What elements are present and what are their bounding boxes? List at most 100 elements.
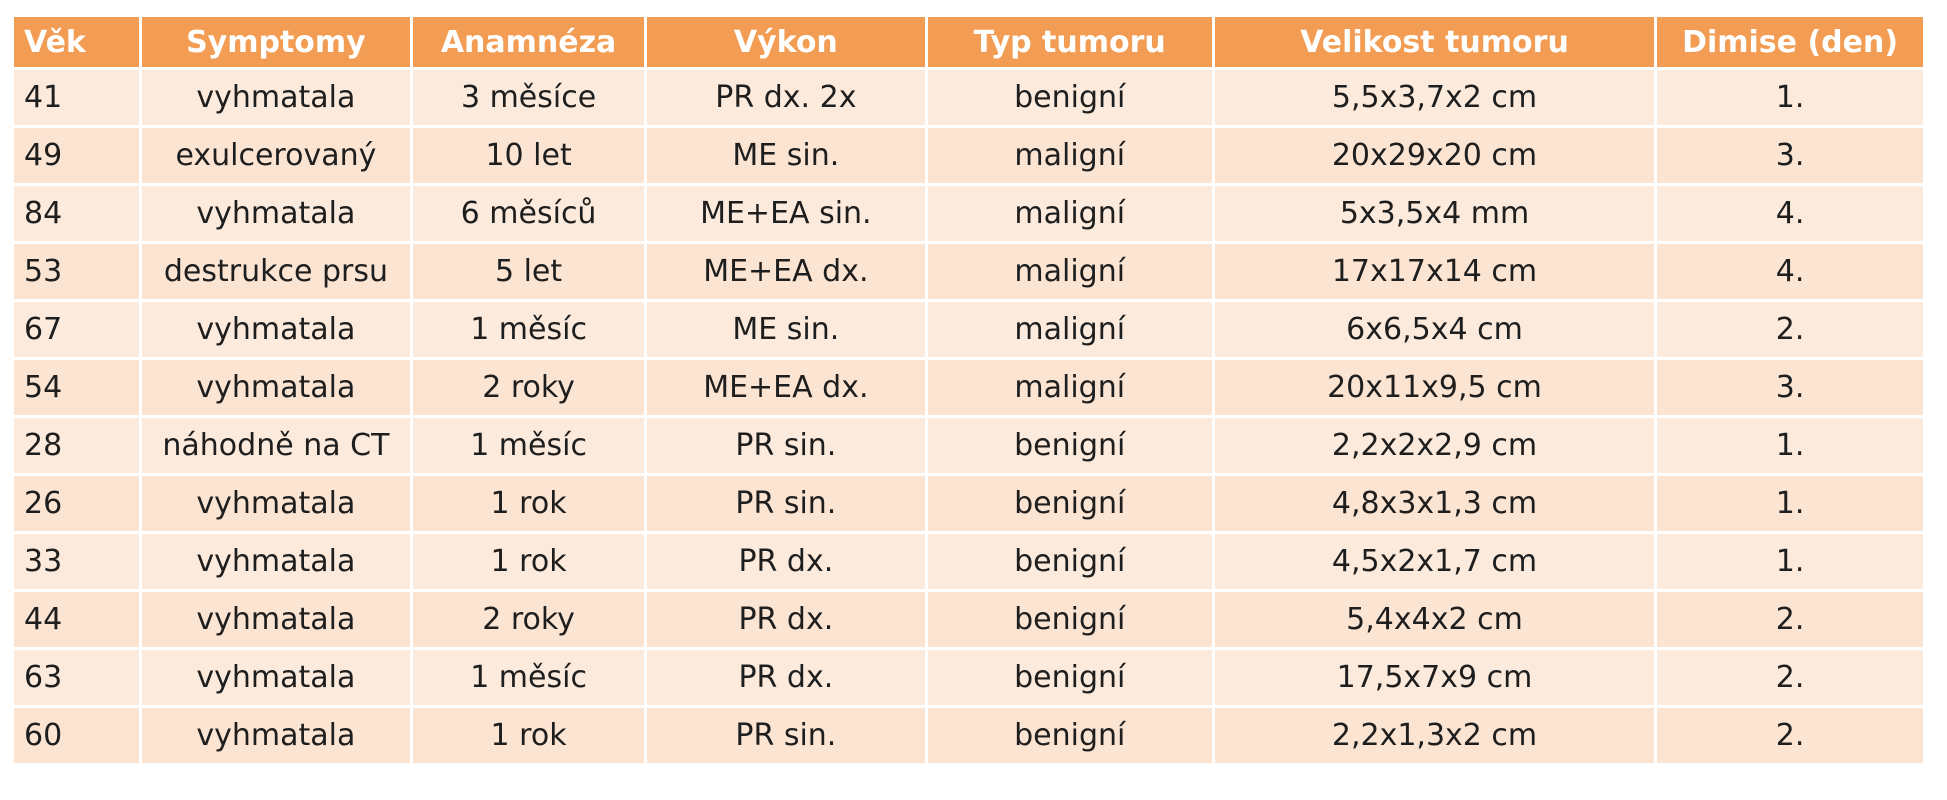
cell-discharge-day: 3.	[1657, 360, 1923, 415]
cell-tumor-type: benigní	[927, 418, 1212, 473]
cell-age: 84	[14, 186, 139, 241]
table-row: 41 vyhmatala 3 měsíce PR dx. 2x benigní …	[14, 70, 1923, 125]
cell-symptoms: vyhmatala	[141, 302, 410, 357]
cell-age: 44	[14, 592, 139, 647]
cell-age: 63	[14, 650, 139, 705]
tumor-table-container: Věk Symptomy Anamnéza Výkon Typ tumoru V…	[11, 14, 1926, 766]
cell-procedure: ME+EA dx.	[647, 244, 925, 299]
cell-discharge-day: 2.	[1657, 650, 1923, 705]
cell-history: 2 roky	[412, 592, 645, 647]
cell-tumor-size: 2,2x1,3x2 cm	[1214, 708, 1655, 763]
cell-discharge-day: 2.	[1657, 592, 1923, 647]
cell-tumor-size: 20x11x9,5 cm	[1214, 360, 1655, 415]
cell-age: 53	[14, 244, 139, 299]
col-header-discharge-day: Dimise (den)	[1657, 17, 1923, 67]
col-header-age: Věk	[14, 17, 139, 67]
cell-history: 1 měsíc	[412, 302, 645, 357]
table-row: 53 destrukce prsu 5 let ME+EA dx. malign…	[14, 244, 1923, 299]
cell-age: 67	[14, 302, 139, 357]
cell-tumor-size: 17x17x14 cm	[1214, 244, 1655, 299]
cell-tumor-type: maligní	[927, 186, 1212, 241]
table-row: 28 náhodně na CT 1 měsíc PR sin. benigní…	[14, 418, 1923, 473]
table-row: 44 vyhmatala 2 roky PR dx. benigní 5,4x4…	[14, 592, 1923, 647]
cell-discharge-day: 1.	[1657, 476, 1923, 531]
col-header-symptoms: Symptomy	[141, 17, 410, 67]
cell-history: 1 rok	[412, 708, 645, 763]
cell-symptoms: vyhmatala	[141, 186, 410, 241]
cell-discharge-day: 2.	[1657, 708, 1923, 763]
cell-symptoms: exulcerovaný	[141, 128, 410, 183]
cell-tumor-type: benigní	[927, 70, 1212, 125]
col-header-history: Anamnéza	[412, 17, 645, 67]
cell-history: 1 rok	[412, 476, 645, 531]
cell-age: 41	[14, 70, 139, 125]
cell-tumor-type: benigní	[927, 476, 1212, 531]
col-header-tumor-size: Velikost tumoru	[1214, 17, 1655, 67]
cell-age: 54	[14, 360, 139, 415]
cell-age: 60	[14, 708, 139, 763]
cell-tumor-size: 17,5x7x9 cm	[1214, 650, 1655, 705]
table-row: 33 vyhmatala 1 rok PR dx. benigní 4,5x2x…	[14, 534, 1923, 589]
cell-tumor-size: 2,2x2x2,9 cm	[1214, 418, 1655, 473]
cell-history: 1 měsíc	[412, 418, 645, 473]
table-row: 26 vyhmatala 1 rok PR sin. benigní 4,8x3…	[14, 476, 1923, 531]
table-row: 60 vyhmatala 1 rok PR sin. benigní 2,2x1…	[14, 708, 1923, 763]
cell-tumor-size: 4,5x2x1,7 cm	[1214, 534, 1655, 589]
cell-procedure: PR dx.	[647, 534, 925, 589]
cell-tumor-size: 5x3,5x4 mm	[1214, 186, 1655, 241]
table-row: 84 vyhmatala 6 měsíců ME+EA sin. maligní…	[14, 186, 1923, 241]
cell-symptoms: vyhmatala	[141, 592, 410, 647]
cell-procedure: PR dx.	[647, 592, 925, 647]
cell-procedure: PR dx.	[647, 650, 925, 705]
cell-procedure: ME sin.	[647, 128, 925, 183]
table-row: 54 vyhmatala 2 roky ME+EA dx. maligní 20…	[14, 360, 1923, 415]
cell-tumor-size: 4,8x3x1,3 cm	[1214, 476, 1655, 531]
cell-symptoms: vyhmatala	[141, 360, 410, 415]
cell-tumor-size: 20x29x20 cm	[1214, 128, 1655, 183]
cell-discharge-day: 3.	[1657, 128, 1923, 183]
cell-procedure: PR dx. 2x	[647, 70, 925, 125]
header-row: Věk Symptomy Anamnéza Výkon Typ tumoru V…	[14, 17, 1923, 67]
cell-age: 33	[14, 534, 139, 589]
table-row: 63 vyhmatala 1 měsíc PR dx. benigní 17,5…	[14, 650, 1923, 705]
cell-history: 1 měsíc	[412, 650, 645, 705]
cell-procedure: ME+EA sin.	[647, 186, 925, 241]
cell-symptoms: vyhmatala	[141, 476, 410, 531]
cell-history: 2 roky	[412, 360, 645, 415]
cell-discharge-day: 1.	[1657, 534, 1923, 589]
cell-history: 1 rok	[412, 534, 645, 589]
table-row: 49 exulcerovaný 10 let ME sin. maligní 2…	[14, 128, 1923, 183]
cell-tumor-type: benigní	[927, 708, 1212, 763]
cell-history: 5 let	[412, 244, 645, 299]
cell-discharge-day: 1.	[1657, 70, 1923, 125]
cell-procedure: PR sin.	[647, 708, 925, 763]
cell-history: 10 let	[412, 128, 645, 183]
cell-discharge-day: 4.	[1657, 244, 1923, 299]
cell-symptoms: vyhmatala	[141, 650, 410, 705]
cell-procedure: PR sin.	[647, 418, 925, 473]
cell-tumor-type: maligní	[927, 244, 1212, 299]
cell-procedure: ME sin.	[647, 302, 925, 357]
cell-discharge-day: 4.	[1657, 186, 1923, 241]
cell-tumor-type: maligní	[927, 128, 1212, 183]
col-header-tumor-type: Typ tumoru	[927, 17, 1212, 67]
cell-procedure: ME+EA dx.	[647, 360, 925, 415]
cell-discharge-day: 1.	[1657, 418, 1923, 473]
cell-age: 28	[14, 418, 139, 473]
cell-history: 3 měsíce	[412, 70, 645, 125]
cell-tumor-type: maligní	[927, 302, 1212, 357]
cell-tumor-size: 6x6,5x4 cm	[1214, 302, 1655, 357]
cell-discharge-day: 2.	[1657, 302, 1923, 357]
cell-tumor-type: benigní	[927, 592, 1212, 647]
cell-tumor-type: benigní	[927, 650, 1212, 705]
tumor-table: Věk Symptomy Anamnéza Výkon Typ tumoru V…	[11, 14, 1926, 766]
cell-symptoms: náhodně na CT	[141, 418, 410, 473]
cell-symptoms: vyhmatala	[141, 708, 410, 763]
cell-tumor-type: benigní	[927, 534, 1212, 589]
cell-age: 26	[14, 476, 139, 531]
cell-symptoms: destrukce prsu	[141, 244, 410, 299]
cell-history: 6 měsíců	[412, 186, 645, 241]
cell-tumor-size: 5,4x4x2 cm	[1214, 592, 1655, 647]
cell-tumor-type: maligní	[927, 360, 1212, 415]
cell-symptoms: vyhmatala	[141, 70, 410, 125]
